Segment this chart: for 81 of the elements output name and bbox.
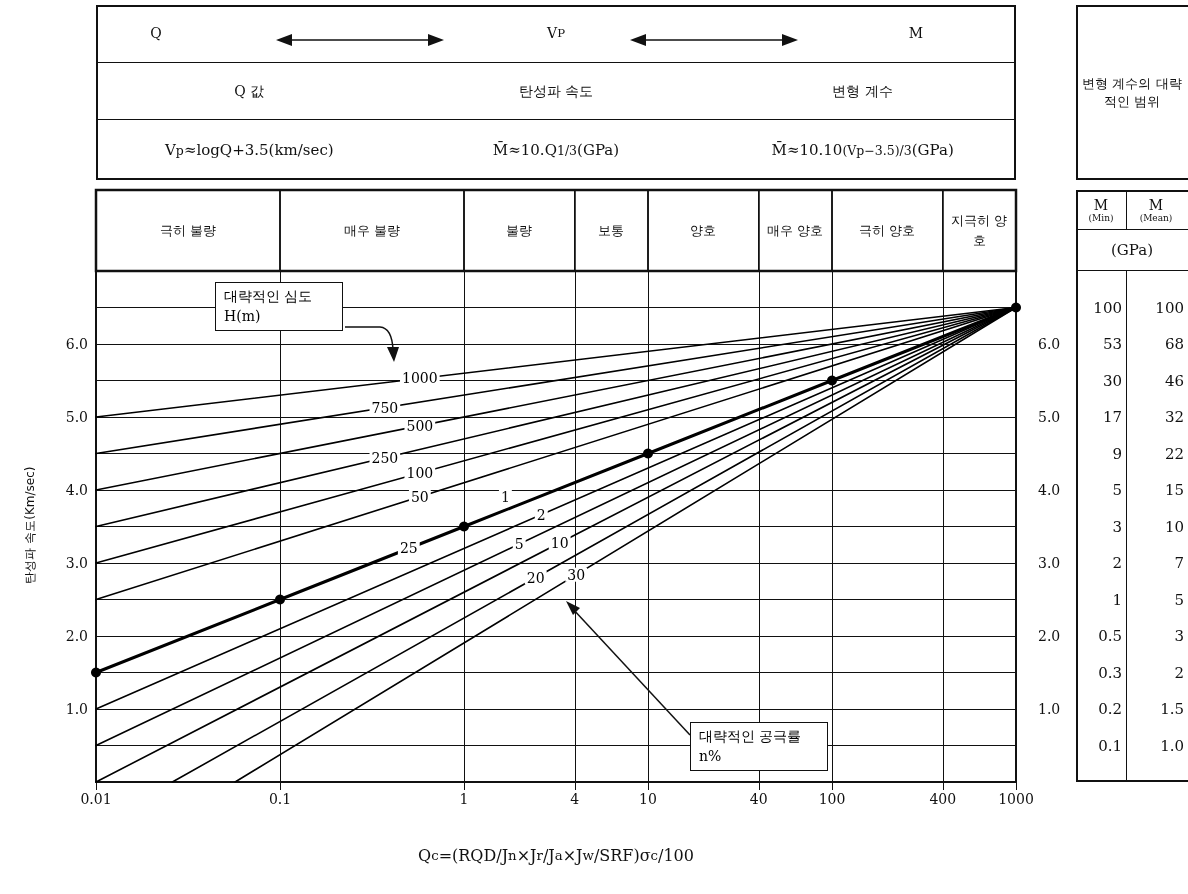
x-tick-label: 4 bbox=[570, 791, 580, 807]
y-tick-label: 1.0 bbox=[65, 701, 88, 717]
series-label: 25 bbox=[399, 540, 418, 557]
text: M bbox=[908, 25, 924, 41]
text: 9 bbox=[1111, 443, 1122, 464]
y2-tick-label: 2.0 bbox=[1038, 628, 1061, 644]
text: 22 bbox=[1163, 443, 1184, 464]
text: 3 bbox=[1173, 626, 1184, 646]
annotation: 1 bbox=[500, 488, 510, 505]
text: 5 bbox=[1111, 480, 1122, 500]
y-axis-title: 탄성파 속도(Km/sec) bbox=[21, 465, 38, 586]
text: 0.1 bbox=[1097, 735, 1122, 756]
text: 변형 계수 bbox=[831, 82, 894, 101]
annotation: 대략적인 공극률 n% bbox=[690, 722, 828, 772]
x-tick-label: 100 bbox=[818, 791, 846, 807]
series-label: 10 bbox=[550, 534, 569, 551]
text: M (Mean) bbox=[1138, 196, 1174, 225]
y-tick-label: 4.0 bbox=[65, 482, 88, 498]
x-tick-label: 10 bbox=[639, 791, 657, 807]
text: 불량 bbox=[506, 223, 533, 238]
text: 2 bbox=[1173, 662, 1184, 683]
text: 15 bbox=[1163, 480, 1184, 500]
y-tick-label: 2.0 bbox=[65, 628, 88, 644]
x-tick-label: 0.1 bbox=[268, 791, 292, 807]
text: 2 bbox=[1111, 553, 1122, 573]
series-label: 500 bbox=[406, 417, 434, 434]
text: (GPa) bbox=[1109, 240, 1155, 261]
text: 0.2 bbox=[1097, 699, 1122, 719]
text: Q bbox=[150, 25, 162, 41]
y2-tick-label: 4.0 bbox=[1038, 482, 1061, 498]
text: 53 bbox=[1101, 334, 1122, 354]
y2-tick-label: 6.0 bbox=[1038, 336, 1061, 352]
y2-tick-label: 3.0 bbox=[1038, 555, 1061, 571]
series-label: 750 bbox=[371, 399, 399, 416]
y2-tick-label: 1.0 bbox=[1038, 701, 1061, 717]
x-tick-label: 1000 bbox=[998, 791, 1034, 807]
text: 32 bbox=[1163, 407, 1184, 427]
text: 100 bbox=[1154, 297, 1184, 318]
text: 5 bbox=[1173, 589, 1184, 610]
text: 극히 불량 bbox=[159, 223, 217, 238]
series-label: 5 bbox=[514, 536, 524, 553]
y2-tick-label: 5.0 bbox=[1038, 409, 1061, 425]
annotation: 대략적인 심도 H(m) bbox=[215, 282, 343, 332]
text: 매우 불량 bbox=[343, 223, 401, 238]
series-label: 20 bbox=[526, 569, 545, 586]
text: 지극히 양호 bbox=[951, 213, 1008, 248]
text: 17 bbox=[1101, 407, 1122, 427]
text: 46 bbox=[1163, 370, 1184, 391]
y-tick-label: 5.0 bbox=[65, 409, 88, 425]
text: 양호 bbox=[690, 223, 717, 238]
text: 탄성파 속도 bbox=[517, 82, 595, 101]
text: 1.5 bbox=[1159, 699, 1184, 719]
text: 7 bbox=[1173, 553, 1184, 573]
text: 3 bbox=[1111, 516, 1122, 537]
text: 68 bbox=[1163, 334, 1184, 354]
text: 0.5 bbox=[1097, 626, 1122, 646]
x-tick-label: 40 bbox=[749, 791, 768, 807]
text: 1 bbox=[1111, 589, 1122, 610]
text: 변형 계수의 대략적인 범위 bbox=[1081, 74, 1183, 111]
x-tick-label: 400 bbox=[929, 791, 957, 807]
text: 매우 양호 bbox=[767, 223, 824, 238]
x-tick-label: 1 bbox=[459, 791, 469, 807]
text: Q bbox=[418, 845, 432, 865]
series-label: 100 bbox=[406, 465, 434, 482]
text: 100 bbox=[1092, 297, 1122, 318]
text: 10 bbox=[1163, 516, 1184, 537]
series-label: 2 bbox=[536, 506, 546, 523]
text: 1.0 bbox=[1159, 735, 1184, 756]
y-tick-label: 6.0 bbox=[65, 336, 88, 352]
text: Q 값 bbox=[233, 82, 266, 101]
text: 극히 양호 bbox=[859, 223, 916, 238]
x-tick-label: 0.01 bbox=[80, 791, 112, 807]
text: 0.3 bbox=[1097, 662, 1122, 683]
series-label: 30 bbox=[567, 566, 586, 583]
series-label: 1000 bbox=[402, 370, 438, 387]
text: 30 bbox=[1101, 370, 1122, 391]
text: 보통 bbox=[598, 223, 625, 238]
text: (Min) bbox=[1088, 212, 1114, 223]
y-tick-label: 3.0 bbox=[65, 555, 88, 571]
series-label: 50 bbox=[410, 488, 429, 505]
series-label: 250 bbox=[371, 449, 399, 466]
